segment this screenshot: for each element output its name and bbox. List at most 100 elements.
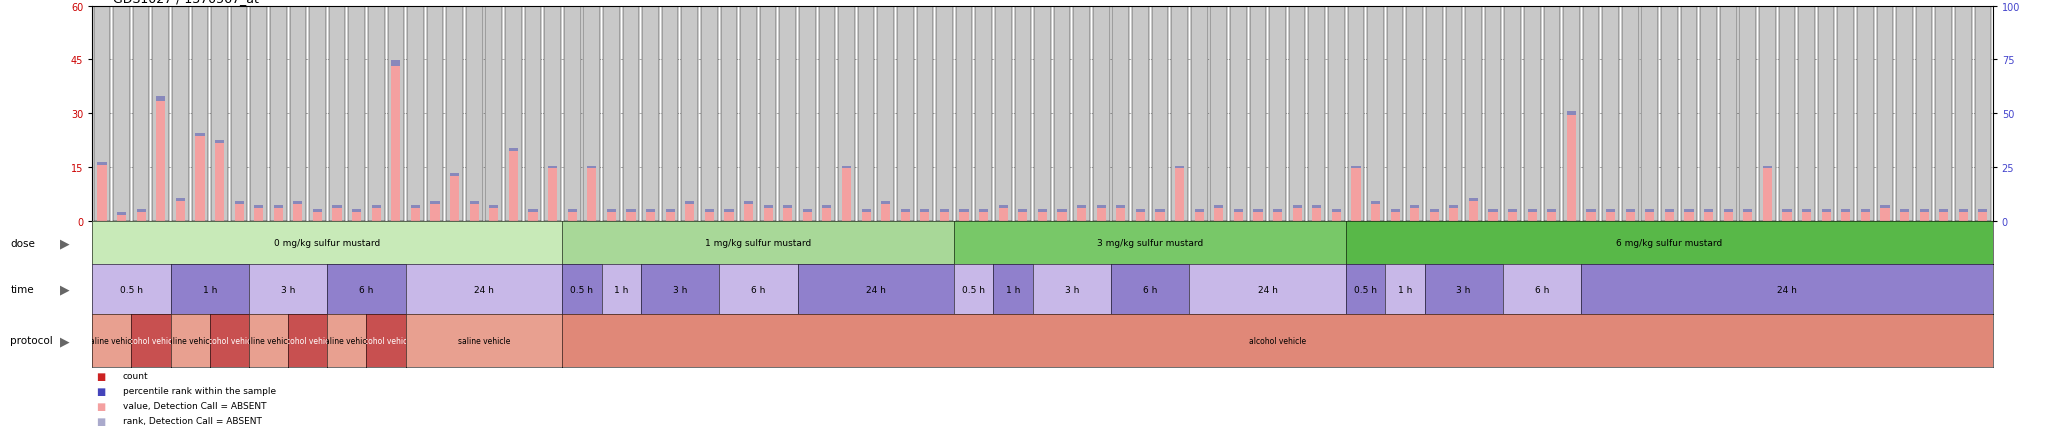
Text: saline vehicle: saline vehicle <box>242 336 295 345</box>
Bar <box>1602 7 1620 221</box>
Text: GDS1027 / 1370567_at: GDS1027 / 1370567_at <box>113 0 258 5</box>
Bar <box>1176 166 1184 169</box>
Bar <box>567 209 578 212</box>
Bar <box>1896 7 1913 221</box>
Bar <box>1489 210 1497 221</box>
Bar <box>862 209 870 212</box>
Bar <box>1880 206 1890 208</box>
Bar <box>877 7 895 221</box>
Bar <box>215 142 223 221</box>
Bar <box>1038 209 1047 212</box>
Bar <box>1274 210 1282 221</box>
Bar <box>700 7 717 221</box>
Bar <box>1821 210 1831 221</box>
Bar <box>1642 7 1659 221</box>
Bar <box>1935 7 1952 221</box>
Bar <box>760 7 776 221</box>
Bar <box>606 210 616 221</box>
Text: saline vehicle: saline vehicle <box>322 336 373 345</box>
Bar <box>1645 209 1655 212</box>
Bar <box>1430 209 1440 212</box>
Bar <box>352 210 360 221</box>
Text: 6 h: 6 h <box>358 285 373 294</box>
Bar <box>1862 210 1870 221</box>
Bar <box>819 7 836 221</box>
Text: rank, Detection Call = ABSENT: rank, Detection Call = ABSENT <box>123 416 262 425</box>
Bar <box>1880 207 1890 221</box>
Bar <box>1368 7 1384 221</box>
Bar <box>371 207 381 221</box>
Bar <box>274 206 283 208</box>
Bar <box>1468 198 1479 201</box>
Bar <box>743 204 754 221</box>
Bar <box>1724 210 1733 221</box>
Text: 6 mg/kg sulfur mustard: 6 mg/kg sulfur mustard <box>1616 239 1722 247</box>
Bar <box>858 7 874 221</box>
Bar <box>528 210 537 221</box>
Bar <box>1116 206 1126 208</box>
Bar <box>465 7 483 221</box>
Bar <box>1841 209 1849 212</box>
Text: alcohol vehicle: alcohol vehicle <box>123 336 180 345</box>
Bar <box>1724 209 1733 212</box>
Bar <box>211 7 227 221</box>
Bar <box>1176 168 1184 221</box>
Bar <box>1978 209 1987 212</box>
Bar <box>1524 7 1540 221</box>
Text: 0.5 h: 0.5 h <box>121 285 143 294</box>
Bar <box>1450 206 1458 208</box>
Bar <box>236 204 244 221</box>
Bar <box>1270 7 1286 221</box>
Bar <box>901 210 909 221</box>
Text: alcohol vehicle: alcohol vehicle <box>1249 336 1307 345</box>
Bar <box>506 7 522 221</box>
Bar <box>1155 209 1165 212</box>
Bar <box>1704 210 1714 221</box>
Bar <box>94 7 111 221</box>
Bar <box>371 206 381 208</box>
Bar <box>1073 7 1090 221</box>
Bar <box>1057 210 1067 221</box>
Text: 24 h: 24 h <box>1257 285 1278 294</box>
Bar <box>1567 114 1577 221</box>
Bar <box>113 7 129 221</box>
Bar <box>1548 210 1556 221</box>
Text: 3 mg/kg sulfur mustard: 3 mg/kg sulfur mustard <box>1098 239 1204 247</box>
Bar <box>1391 210 1399 221</box>
Bar <box>584 7 600 221</box>
Bar <box>1743 210 1753 221</box>
Bar <box>1683 210 1694 221</box>
Bar <box>1038 210 1047 221</box>
Text: value, Detection Call = ABSENT: value, Detection Call = ABSENT <box>123 401 266 410</box>
Bar <box>780 7 797 221</box>
Bar <box>1411 206 1419 208</box>
Bar <box>469 204 479 221</box>
Bar <box>1858 7 1874 221</box>
Text: 1 mg/kg sulfur mustard: 1 mg/kg sulfur mustard <box>705 239 811 247</box>
Text: 1 h: 1 h <box>203 285 217 294</box>
Text: ■: ■ <box>96 416 106 425</box>
Bar <box>1327 7 1346 221</box>
Bar <box>451 173 459 176</box>
Bar <box>1798 7 1815 221</box>
Bar <box>1077 207 1085 221</box>
Bar <box>975 7 991 221</box>
Bar <box>823 207 831 221</box>
Bar <box>1958 210 1968 221</box>
Bar <box>1505 7 1522 221</box>
Bar <box>156 97 166 102</box>
Bar <box>451 175 459 221</box>
Text: 24 h: 24 h <box>1778 285 1796 294</box>
Bar <box>1018 210 1028 221</box>
Bar <box>1391 209 1399 212</box>
Text: count: count <box>123 371 150 380</box>
Bar <box>412 207 420 221</box>
Bar <box>1782 209 1792 212</box>
Bar <box>549 168 557 221</box>
Bar <box>1057 209 1067 212</box>
Bar <box>1956 7 1972 221</box>
Bar <box>1446 7 1462 221</box>
Bar <box>1876 7 1892 221</box>
Bar <box>920 209 930 212</box>
Bar <box>1464 7 1483 221</box>
